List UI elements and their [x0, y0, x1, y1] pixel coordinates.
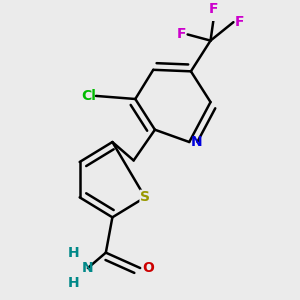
- Text: O: O: [142, 261, 154, 275]
- Text: N: N: [82, 261, 94, 275]
- Text: H: H: [67, 276, 79, 290]
- Text: F: F: [209, 2, 218, 16]
- Text: H: H: [67, 246, 79, 260]
- Text: F: F: [235, 15, 244, 29]
- Text: Cl: Cl: [81, 89, 96, 103]
- Text: S: S: [140, 190, 150, 204]
- Text: N: N: [191, 135, 203, 149]
- Text: F: F: [176, 28, 186, 41]
